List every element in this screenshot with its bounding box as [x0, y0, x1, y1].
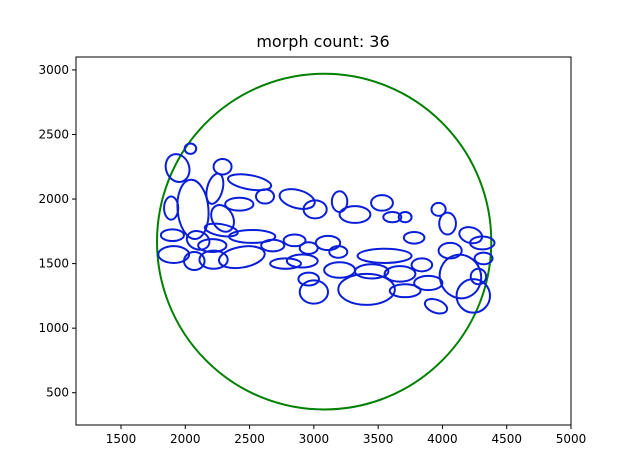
morph-outline-24	[438, 253, 483, 300]
morph-outline-52	[157, 245, 191, 264]
morph-outline-4	[176, 178, 210, 240]
morph-outline-12	[338, 205, 372, 224]
plot-content	[156, 72, 496, 411]
morph-outline-21	[469, 235, 496, 251]
y-tick-label: 2000	[38, 192, 69, 206]
x-tick-label: 4000	[427, 432, 458, 446]
morph-outline-30	[410, 257, 434, 273]
morph-outline-15	[402, 230, 426, 245]
morph-outline-47	[210, 204, 235, 233]
y-tick-label: 500	[46, 386, 69, 400]
morph-outline-22	[473, 251, 494, 266]
plot-frame	[75, 56, 572, 426]
y-axis: 500 1000 1500 2000 2500 3000	[38, 63, 76, 400]
morph-outline-34	[337, 272, 396, 306]
morph-outline-28	[383, 265, 417, 283]
morph-outline-38	[314, 234, 342, 252]
morph-outline-27	[388, 283, 422, 299]
morph-outline-2	[183, 142, 198, 155]
x-tick-label: 2500	[234, 432, 265, 446]
morph-outline-45	[228, 229, 277, 244]
y-tick-label: 1500	[38, 257, 69, 271]
morph-outline-33	[323, 261, 357, 279]
morph-outline-5	[205, 172, 225, 205]
morph-outline-39	[285, 253, 319, 269]
x-tick-label: 2000	[170, 432, 201, 446]
morph-outline-1	[164, 153, 191, 183]
morph-outline-46	[203, 222, 239, 238]
x-tick-label: 3000	[299, 432, 330, 446]
morph-outline-25	[455, 278, 491, 314]
morph-outline-51	[198, 249, 229, 270]
morph-outline-14	[382, 210, 403, 224]
x-tick-label: 3500	[363, 432, 394, 446]
morph-outline-10	[302, 199, 328, 220]
morph-outline-54	[224, 196, 255, 212]
morph-outline-8	[255, 188, 275, 205]
x-axis: 1500 2000 2500 3000 3500 4000 4500 5000	[106, 425, 587, 446]
morph-outline-44	[217, 245, 266, 270]
morph-outline-13	[370, 194, 394, 212]
x-tick-label: 1500	[106, 432, 137, 446]
morph-outline-31	[356, 247, 413, 264]
morph-outline-3	[163, 195, 180, 221]
morph-outline-6	[212, 158, 233, 176]
x-tick-label: 4500	[491, 432, 522, 446]
morph-outline-48	[197, 238, 228, 253]
morph-outline-36	[297, 271, 321, 287]
y-tick-label: 3000	[38, 63, 69, 77]
morph-outline-35	[298, 279, 330, 305]
y-tick-label: 1000	[38, 321, 69, 335]
morph-outline-49	[185, 229, 211, 251]
y-tick-label: 2500	[38, 127, 69, 141]
morph-outline-7	[227, 173, 273, 192]
boundary-circle	[156, 72, 493, 411]
morph-outline-53	[159, 228, 186, 242]
morph-outline-43	[269, 257, 303, 270]
morph-outline-20	[437, 241, 463, 260]
morph-outline-9	[278, 188, 316, 210]
morph-outline-16	[430, 201, 447, 217]
morph-outline-40	[298, 241, 319, 255]
morph-outline-26	[423, 297, 449, 315]
morph-outline-29	[413, 274, 444, 292]
morph-outline-18	[397, 210, 413, 224]
morph-outline-17	[438, 211, 457, 236]
x-tick-label: 5000	[556, 432, 587, 446]
morph-outline-41	[282, 233, 307, 248]
chart-title: morph count: 36	[256, 32, 389, 51]
morph-outline-19	[458, 226, 484, 245]
